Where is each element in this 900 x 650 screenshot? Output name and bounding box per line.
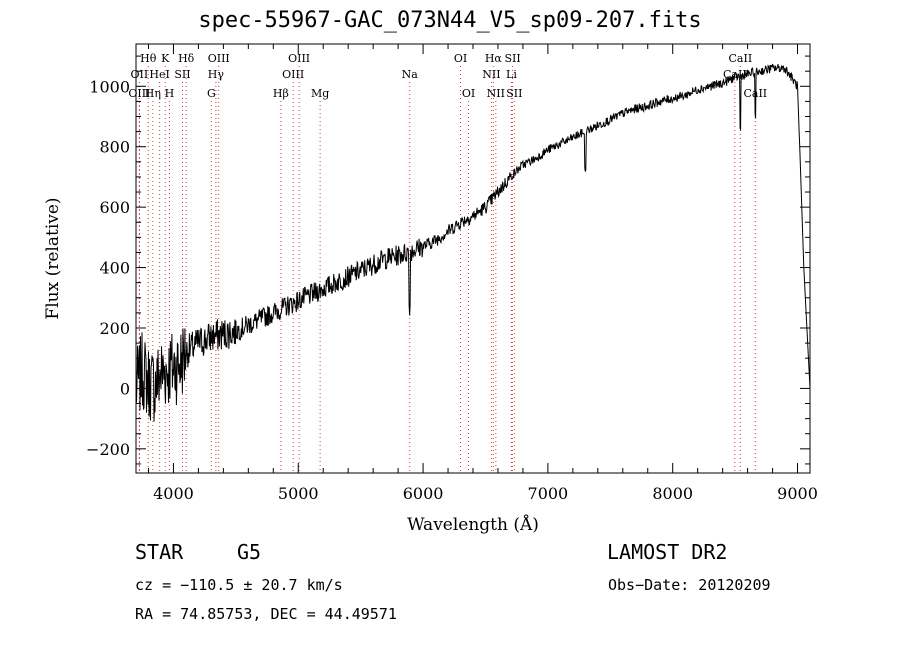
spectral-line-label: OI bbox=[462, 87, 475, 100]
spectral-line-label: Na bbox=[402, 68, 419, 81]
spectral-line-label: Hβ bbox=[273, 87, 289, 100]
spectral-line-label: Mg bbox=[311, 87, 329, 100]
spectral-line-label: Li bbox=[506, 68, 517, 81]
spectral-line-label: G bbox=[207, 87, 216, 100]
object-class: STAR bbox=[135, 540, 184, 564]
x-tick-label: 8000 bbox=[652, 484, 693, 503]
spectral-line-label: Hγ bbox=[208, 68, 225, 81]
spectral-line-label: OI bbox=[454, 52, 467, 65]
y-tick-label: 1000 bbox=[89, 77, 130, 96]
spectral-line-label: SII bbox=[506, 87, 522, 100]
spectral-line-label: SII bbox=[504, 52, 520, 65]
spectral-line-label: Hθ bbox=[140, 52, 157, 65]
spectral-line-label: OIII bbox=[208, 52, 230, 65]
x-tick-label: 7000 bbox=[528, 484, 569, 503]
spectral-line-label: OIII bbox=[288, 52, 310, 65]
y-tick-label: 400 bbox=[99, 259, 130, 278]
spectral-line-label: OIII bbox=[282, 68, 304, 81]
survey-name: LAMOST DR2 bbox=[607, 540, 728, 564]
object-subclass: G5 bbox=[237, 540, 262, 564]
x-axis-label: Wavelength (Å) bbox=[407, 514, 539, 535]
y-tick-label: 600 bbox=[99, 198, 130, 217]
spectral-line-label: Hα bbox=[485, 52, 503, 65]
spectral-line-label: CaII bbox=[729, 52, 753, 65]
spectral-line-label: Hδ bbox=[178, 52, 195, 65]
plot-frame bbox=[135, 43, 811, 474]
chart-title: spec-55967-GAC_073N44_V5_sp09-207.fits bbox=[198, 8, 702, 33]
coordinates-readout: RA = 74.85753, DEC = 44.49571 bbox=[135, 605, 397, 623]
x-tick-label: 9000 bbox=[777, 484, 818, 503]
spectral-line-label: HeI bbox=[149, 68, 169, 81]
spectral-line-label: K bbox=[161, 52, 170, 65]
x-tick-label: 5000 bbox=[278, 484, 319, 503]
y-tick-label: −200 bbox=[86, 440, 130, 459]
y-tick-label: 800 bbox=[99, 138, 130, 157]
spectral-line-label: Hη bbox=[145, 87, 161, 100]
spectral-line-label: NII bbox=[482, 68, 500, 81]
observation-date: Obs−Date: 20120209 bbox=[608, 576, 771, 594]
spectrum-line bbox=[135, 63, 811, 422]
spectral-line-label: H bbox=[165, 87, 175, 100]
spectral-line-label: NII bbox=[487, 87, 505, 100]
y-tick-label: 200 bbox=[99, 319, 130, 338]
x-tick-label: 4000 bbox=[153, 484, 194, 503]
y-tick-label: 0 bbox=[120, 379, 130, 398]
y-axis-label: Flux (relative) bbox=[43, 197, 63, 319]
spectral-line-label: OII bbox=[131, 68, 149, 81]
spectral-line-label: OIII bbox=[128, 87, 150, 100]
x-tick-label: 6000 bbox=[403, 484, 444, 503]
redshift-readout: cz = −110.5 ± 20.7 km/s bbox=[135, 576, 343, 594]
spectral-line-label: SII bbox=[174, 68, 190, 81]
